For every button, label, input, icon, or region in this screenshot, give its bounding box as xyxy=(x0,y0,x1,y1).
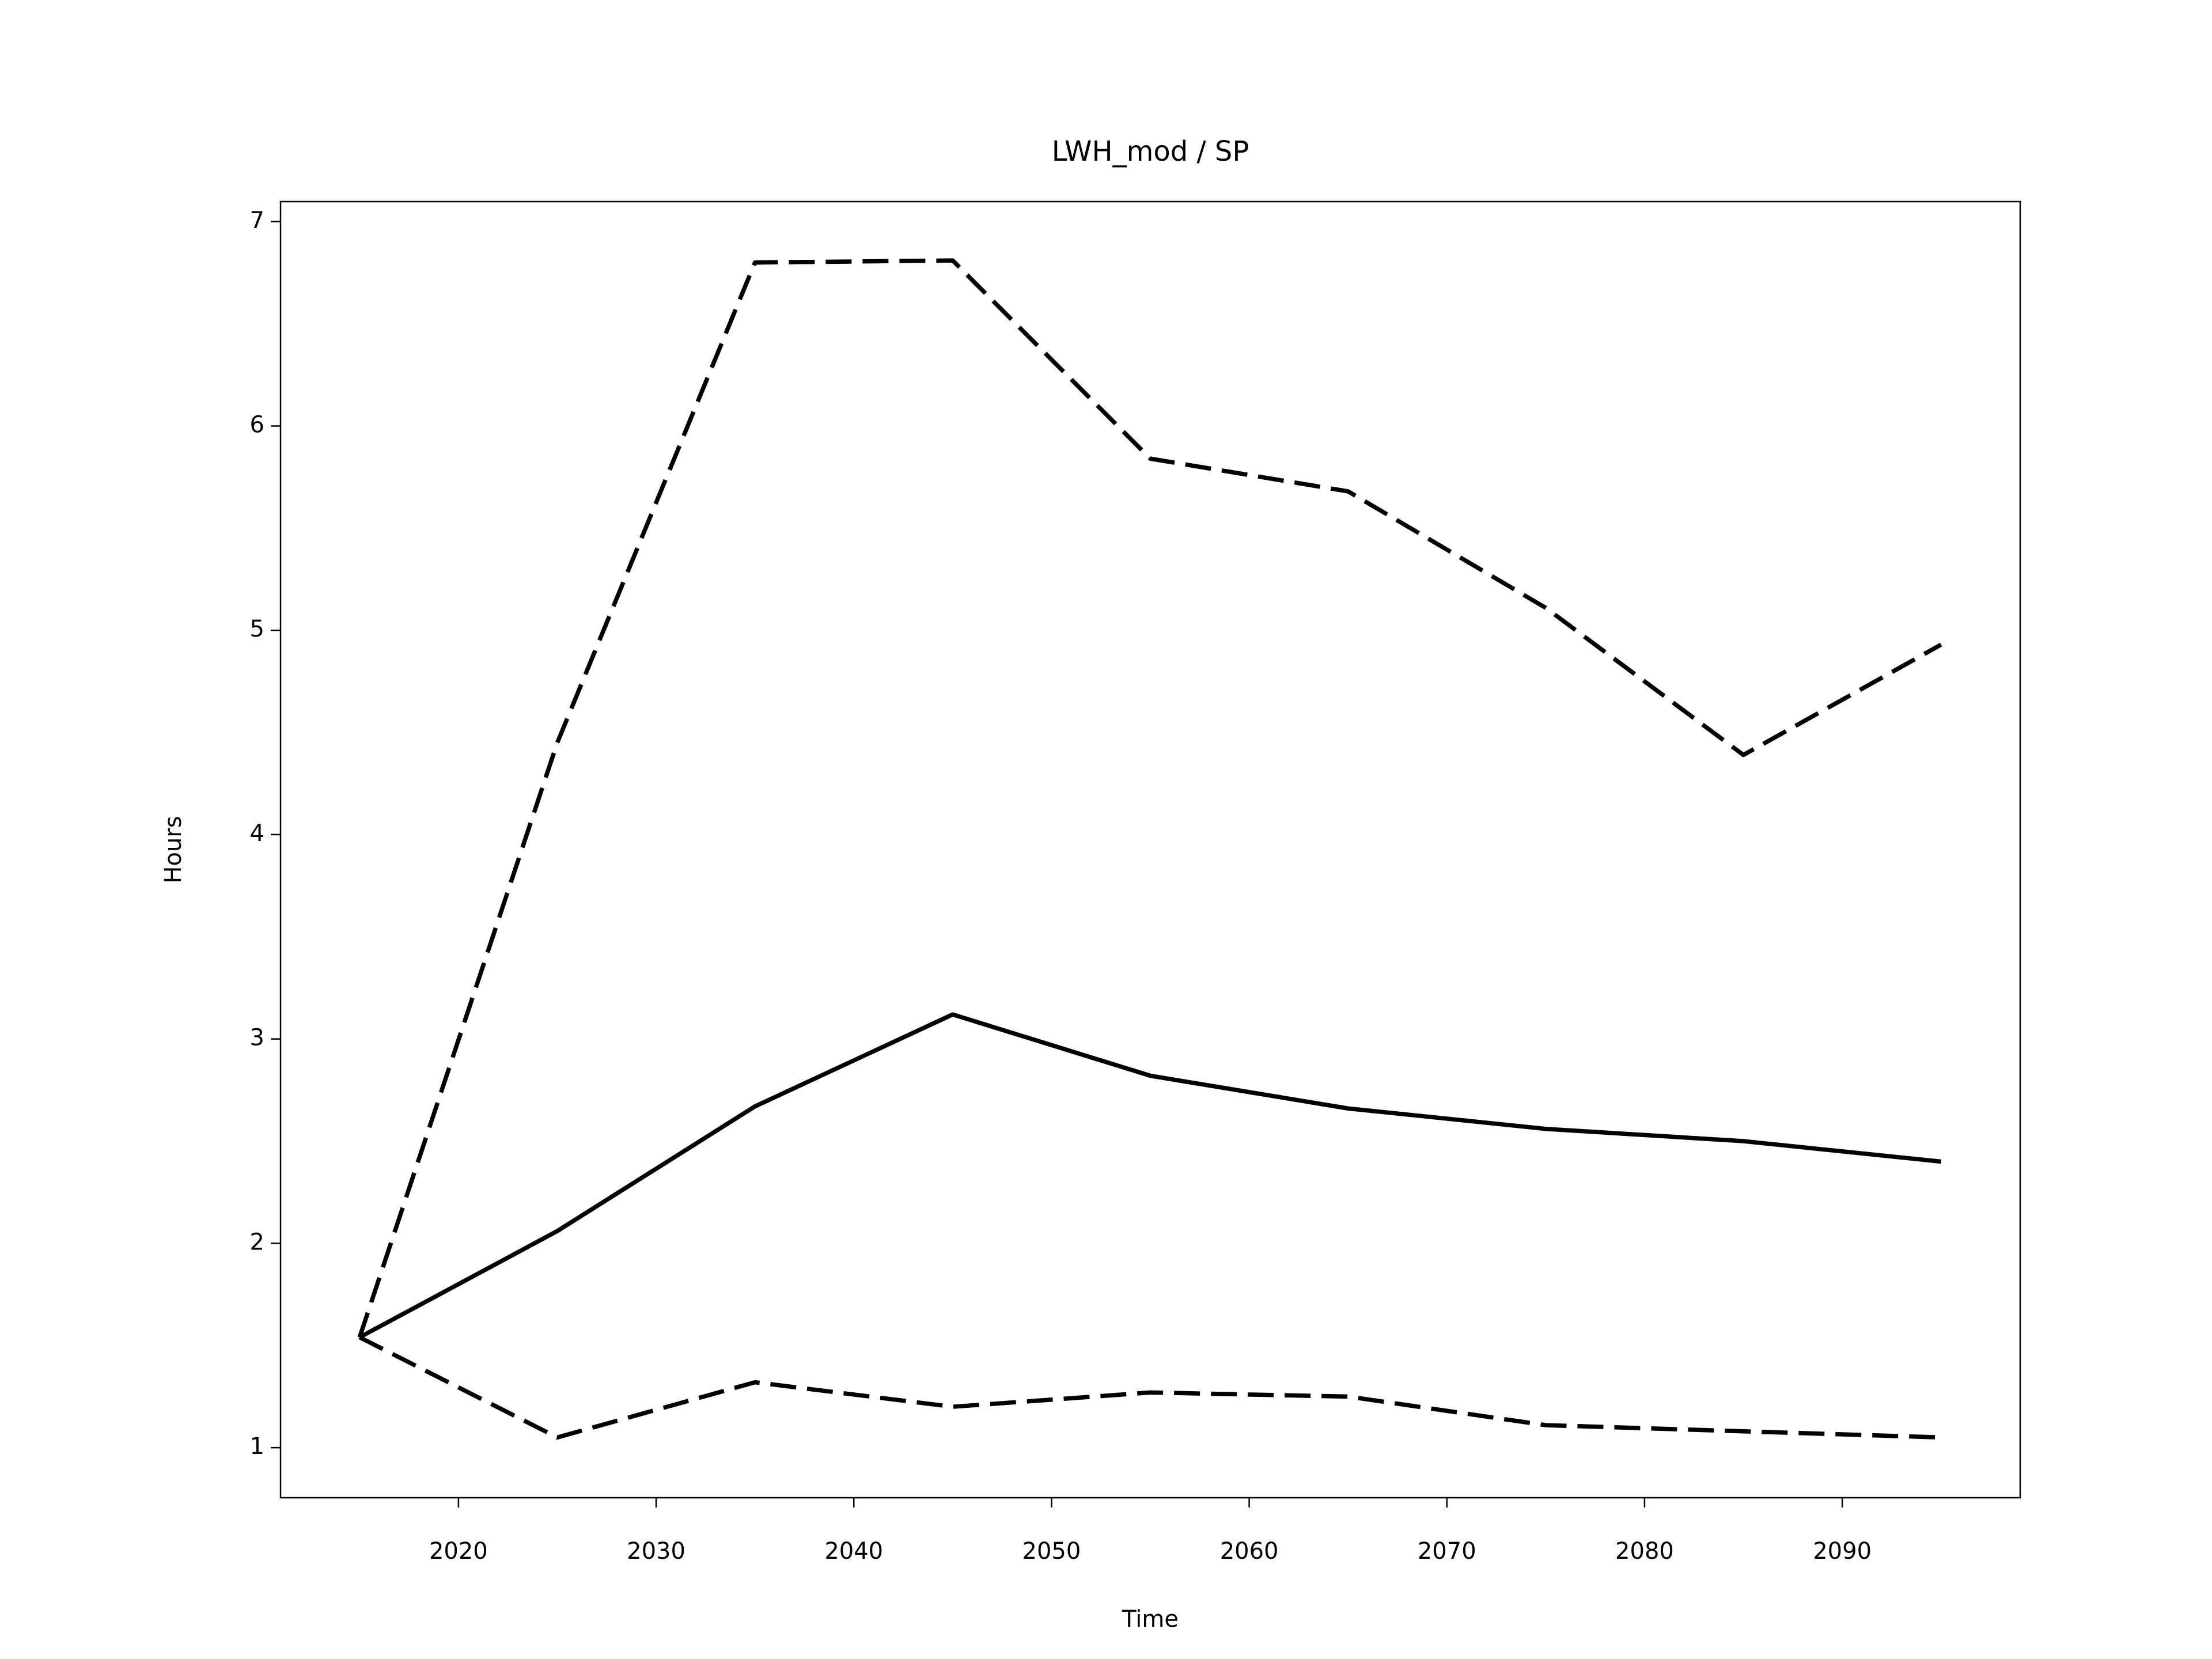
x-tick-label: 2020 xyxy=(429,1538,488,1565)
y-tick-label: 6 xyxy=(250,411,264,438)
y-tick-label: 7 xyxy=(250,207,264,234)
x-tick-label: 2080 xyxy=(1615,1538,1674,1565)
plot-frame xyxy=(279,200,2021,1499)
x-tick-label: 2090 xyxy=(1813,1538,1872,1565)
y-tick-label: 1 xyxy=(250,1433,264,1460)
y-tick-label: 3 xyxy=(250,1025,264,1051)
y-tick-label: 5 xyxy=(250,616,264,642)
y-tick-label: 2 xyxy=(250,1229,264,1255)
chart-title: LWH_mod / SP xyxy=(1052,135,1249,168)
y-tick-label: 4 xyxy=(250,820,264,847)
series-line xyxy=(358,1335,1941,1440)
series-line xyxy=(358,1012,1942,1339)
y-axis-label: Hours xyxy=(160,816,187,883)
x-tick-label: 2030 xyxy=(627,1538,685,1565)
series-line xyxy=(357,258,1942,1338)
x-axis-label: Time xyxy=(1122,1606,1179,1633)
x-tick-label: 2040 xyxy=(824,1538,883,1565)
x-tick-label: 2070 xyxy=(1418,1538,1476,1565)
x-tick-label: 2050 xyxy=(1022,1538,1081,1565)
x-tick-label: 2060 xyxy=(1220,1538,1279,1565)
